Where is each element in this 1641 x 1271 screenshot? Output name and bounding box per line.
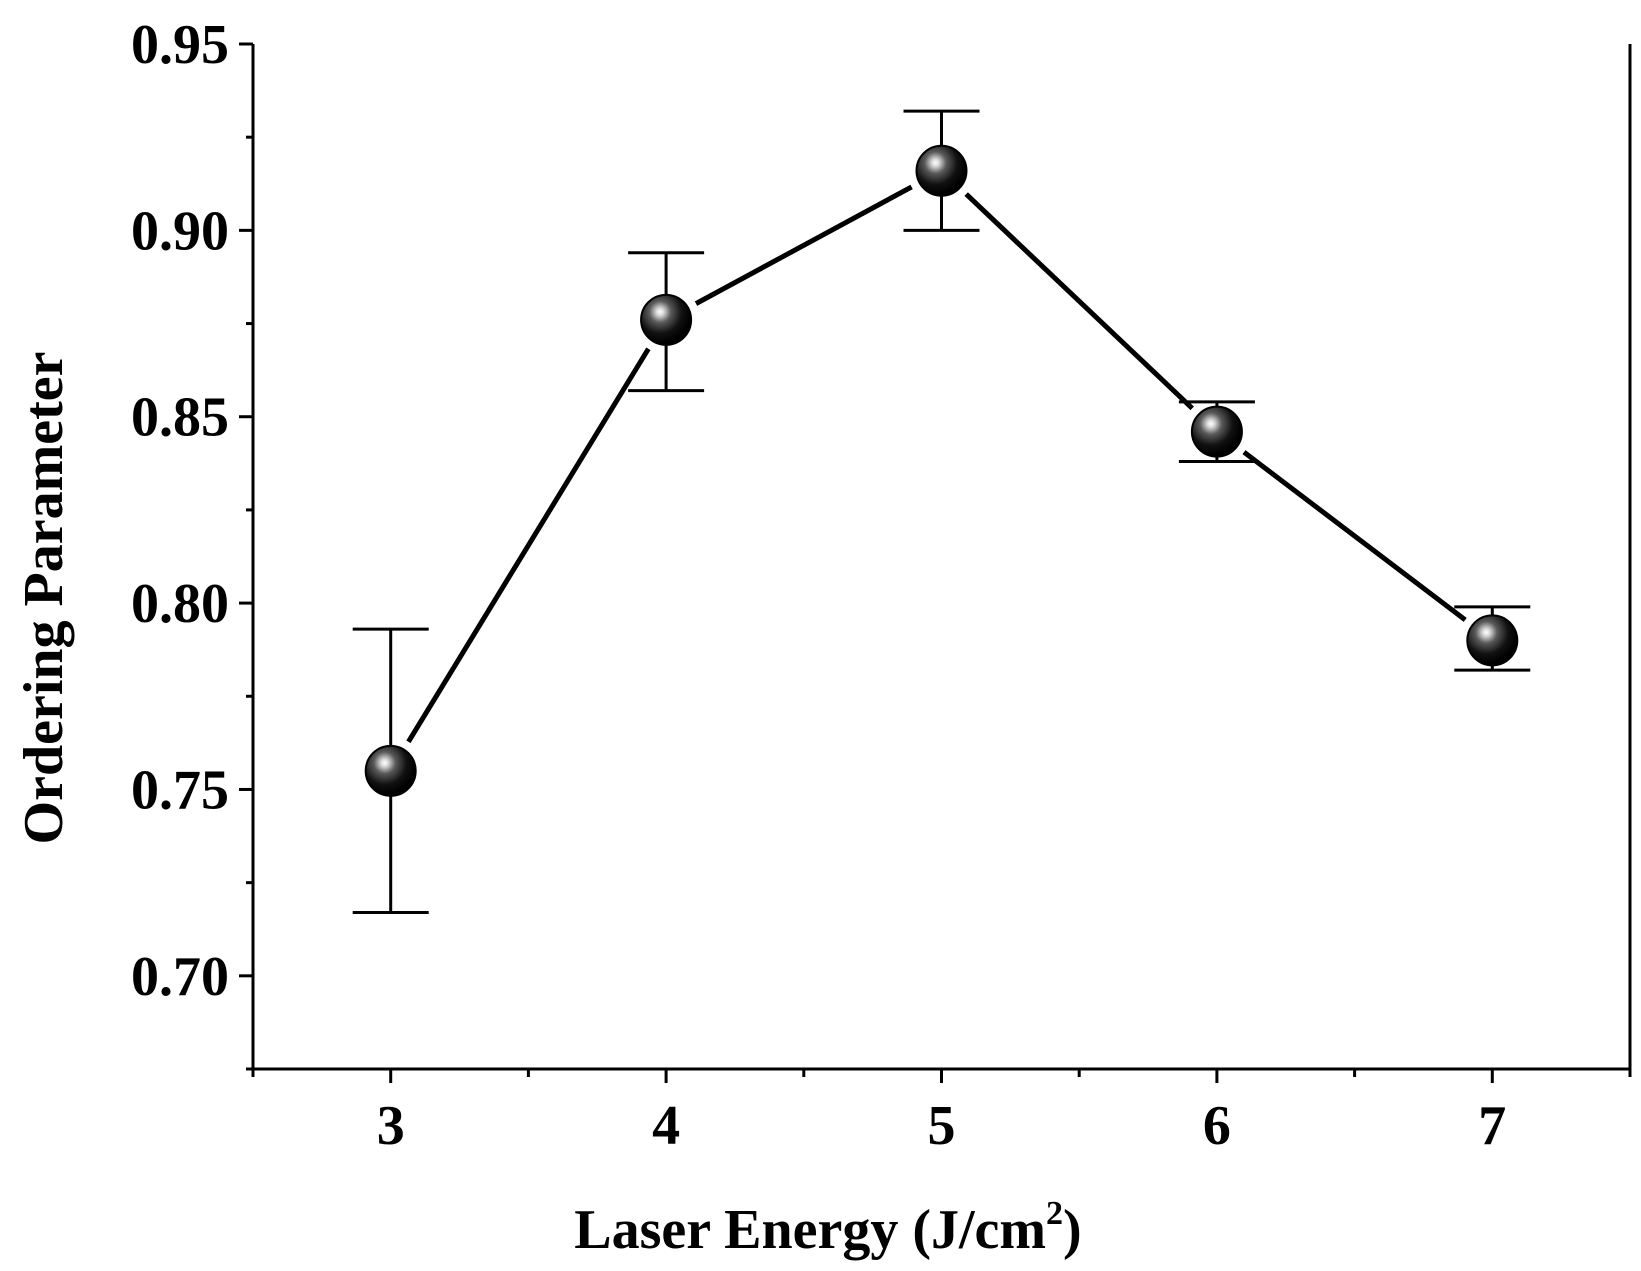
y-tick-label: 0.90	[131, 200, 229, 262]
data-point	[640, 293, 693, 346]
series-line-segment	[964, 192, 1194, 411]
x-tick-label: 6	[1203, 1095, 1231, 1157]
x-axis-title-superscript: 2	[1046, 1195, 1063, 1232]
x-axis-title: Laser Energy (J/cm2)	[574, 1195, 1081, 1261]
x-tick-label: 4	[652, 1095, 680, 1157]
y-axis-title: Ordering Parameter	[13, 352, 75, 845]
x-ticks: 3 4 5 6 7	[251, 1069, 1632, 1157]
data-point	[915, 144, 968, 197]
y-tick-label: 0.70	[131, 946, 229, 1008]
data-point	[1190, 405, 1243, 458]
data-point	[1466, 614, 1519, 667]
data-series	[352, 109, 1531, 914]
x-tick-label: 5	[928, 1095, 956, 1157]
y-tick-label: 0.80	[131, 573, 229, 635]
series-line-segment	[406, 347, 651, 744]
x-axis-title-end: )	[1063, 1199, 1082, 1261]
y-tick-label: 0.85	[131, 387, 229, 449]
y-tick-label: 0.95	[131, 14, 229, 76]
x-axis-title-main: Laser Energy (J/cm	[574, 1199, 1046, 1261]
series-line-segment	[1242, 450, 1467, 622]
series-line-segment	[694, 184, 913, 306]
y-tick-label: 0.75	[131, 759, 229, 821]
y-ticks: 0.70 0.75 0.80 0.85 0.90 0.95	[131, 14, 253, 1071]
x-tick-label: 7	[1478, 1095, 1506, 1157]
x-tick-label: 3	[377, 1095, 405, 1157]
data-point	[364, 744, 417, 797]
